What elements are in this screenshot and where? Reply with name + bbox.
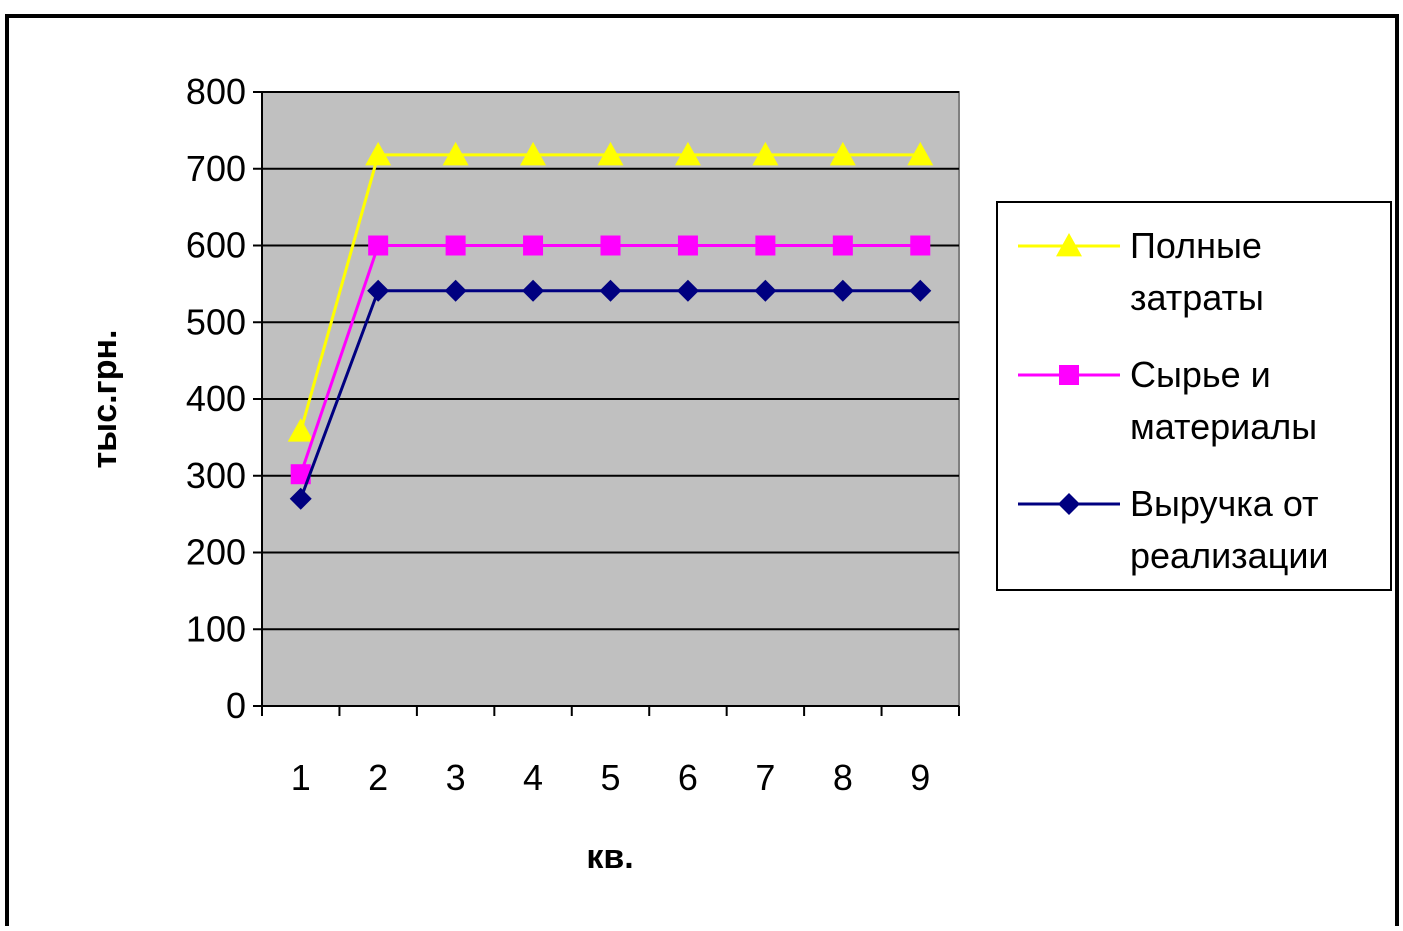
legend-box [996,201,1392,591]
x-tick-label: 5 [600,757,620,798]
data-point [754,279,777,302]
x-tick-label: 7 [755,757,775,798]
data-point [444,279,467,302]
data-point [599,279,622,302]
legend-label-line: Выручка от [1130,483,1319,524]
data-point [445,235,466,256]
data-point [676,279,699,302]
y-tick-label: 400 [186,378,246,419]
legend-label-line: Сырье и [1130,354,1271,395]
data-point [365,141,392,166]
legend-label-line: материалы [1130,406,1317,447]
x-tick-label: 2 [368,757,388,798]
legend-label-line: реализации [1130,535,1329,576]
y-tick-label: 600 [186,225,246,266]
data-point [597,141,624,166]
x-tick-label: 9 [910,757,930,798]
series-1 [290,235,931,485]
x-tick-label: 8 [833,757,853,798]
data-point [674,141,701,166]
data-point [368,235,389,256]
legend-label: Полные затраты [1130,225,1264,318]
data-point [290,464,311,485]
y-tick-label: 300 [186,455,246,496]
data-point [289,487,312,510]
y-tick-label: 800 [186,71,246,112]
y-tick-label: 100 [186,608,246,649]
y-axis-title: тыс.грн. [86,330,124,469]
legend-marker [1056,233,1082,257]
y-tick-label: 500 [186,301,246,342]
data-point [442,141,469,166]
series-0 [287,141,934,442]
data-point [677,235,698,256]
data-point [600,235,621,256]
series-group [287,141,934,510]
series-2 [289,279,932,510]
data-point [523,235,544,256]
data-point [752,141,779,166]
x-tick-label: 4 [523,757,543,798]
y-tick-label: 700 [186,148,246,189]
legend-marker [1058,493,1080,515]
legend-item-1: Сырье и материалы [1018,354,1317,447]
data-point [522,279,545,302]
data-point [755,235,776,256]
legend-marker [1059,365,1079,385]
legend-label: Сырье и материалы [1130,354,1317,447]
legend: Полные затраты Сырье и материалы Выручка от р… [996,201,1392,591]
y-tick-label: 200 [186,532,246,573]
data-point [520,141,547,166]
x-tick-label: 1 [291,757,311,798]
x-axis-title: кв. [586,838,633,876]
data-point [909,279,932,302]
legend-label-line: затраты [1130,277,1264,318]
data-point [287,418,314,442]
x-tick-label: 6 [678,757,698,798]
data-point [831,279,854,302]
legend-item-0: Полные затраты [1018,225,1264,318]
data-point [829,141,856,166]
data-point [907,141,934,166]
data-point [832,235,853,256]
data-point [367,279,390,302]
legend-label: Выручка от реализации [1130,483,1329,576]
data-point [910,235,931,256]
legend-label-line: Полные [1130,225,1262,266]
y-tick-label: 0 [226,685,246,726]
legend-item-2: Выручка от реализации [1018,483,1329,576]
axes: 0 100 200 300 400 500 600 700 800 1 2 3 4 5 6 7 8 9 [186,71,960,798]
x-tick-label: 3 [446,757,466,798]
